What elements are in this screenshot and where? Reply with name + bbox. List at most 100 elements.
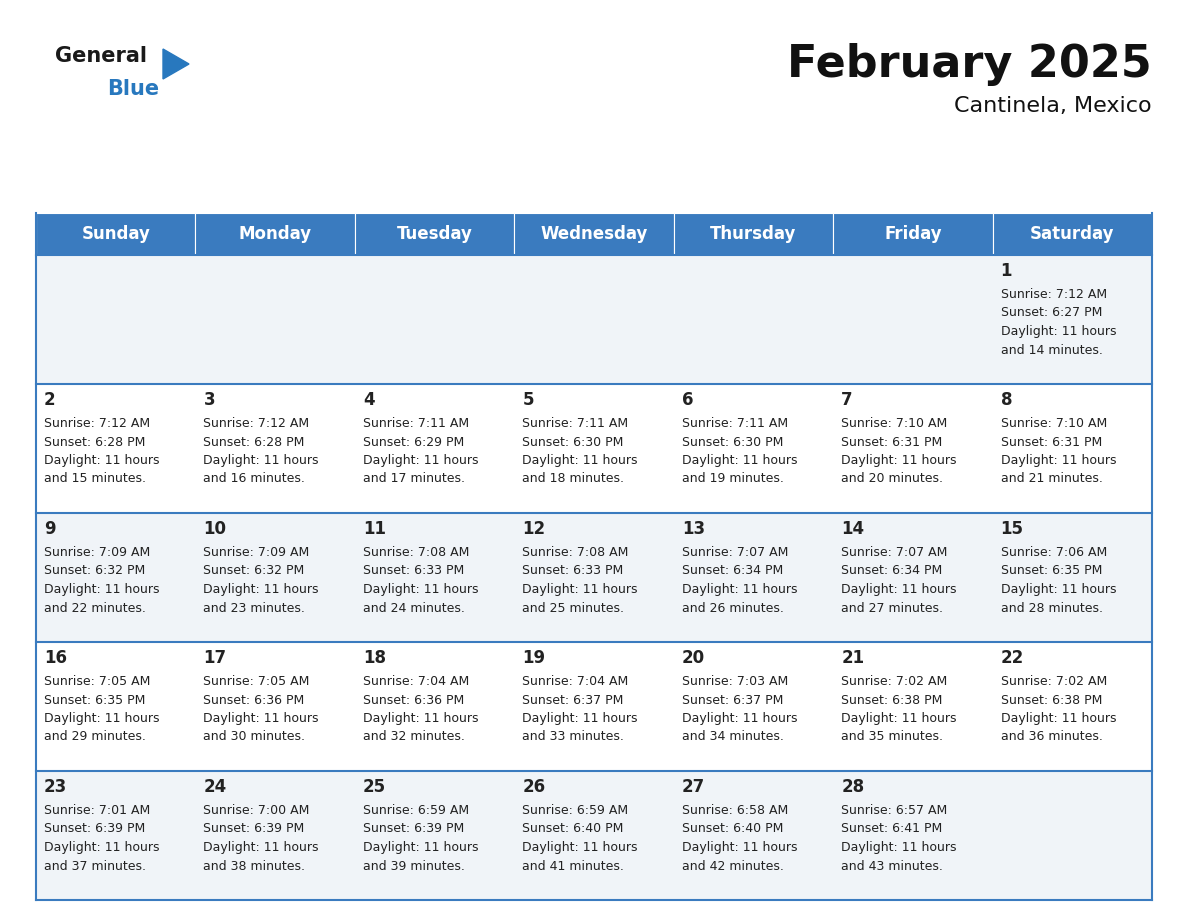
Text: Sunrise: 6:59 AM: Sunrise: 6:59 AM [523,804,628,817]
Text: and 33 minutes.: and 33 minutes. [523,731,624,744]
Text: and 36 minutes.: and 36 minutes. [1000,731,1102,744]
Text: Sunset: 6:32 PM: Sunset: 6:32 PM [203,565,304,577]
Text: Sunrise: 7:07 AM: Sunrise: 7:07 AM [682,546,788,559]
Bar [514,384,674,513]
Text: 3: 3 [203,391,215,409]
Text: Sunday: Sunday [81,225,150,243]
Text: General: General [55,46,147,66]
Text: 12: 12 [523,520,545,538]
Text: Sunset: 6:41 PM: Sunset: 6:41 PM [841,823,942,835]
Text: and 14 minutes.: and 14 minutes. [1000,343,1102,356]
Text: Daylight: 11 hours: Daylight: 11 hours [203,583,318,596]
Bar [833,255,992,384]
Text: and 39 minutes.: and 39 minutes. [362,859,465,872]
Text: Sunset: 6:37 PM: Sunset: 6:37 PM [682,693,783,707]
Text: Daylight: 11 hours: Daylight: 11 hours [362,583,479,596]
Text: Daylight: 11 hours: Daylight: 11 hours [1000,454,1116,467]
Text: 15: 15 [1000,520,1024,538]
Text: and 43 minutes.: and 43 minutes. [841,859,943,872]
Bar [674,213,833,255]
Text: and 30 minutes.: and 30 minutes. [203,731,305,744]
Text: Sunrise: 7:03 AM: Sunrise: 7:03 AM [682,675,788,688]
Bar [196,255,355,384]
Bar [674,642,833,771]
Bar [36,642,196,771]
Text: Sunset: 6:35 PM: Sunset: 6:35 PM [1000,565,1102,577]
Text: Friday: Friday [884,225,942,243]
Bar [196,213,355,255]
Text: Daylight: 11 hours: Daylight: 11 hours [44,841,159,854]
Text: 13: 13 [682,520,704,538]
Text: and 21 minutes.: and 21 minutes. [1000,473,1102,486]
Bar [196,642,355,771]
Text: and 38 minutes.: and 38 minutes. [203,859,305,872]
Text: Sunrise: 7:05 AM: Sunrise: 7:05 AM [44,675,151,688]
Bar [992,384,1152,513]
Text: Daylight: 11 hours: Daylight: 11 hours [362,454,479,467]
Text: Sunset: 6:32 PM: Sunset: 6:32 PM [44,565,145,577]
Text: Sunset: 6:31 PM: Sunset: 6:31 PM [841,435,942,449]
Bar [833,513,992,642]
Text: and 32 minutes.: and 32 minutes. [362,731,465,744]
Text: Daylight: 11 hours: Daylight: 11 hours [1000,712,1116,725]
Text: Sunset: 6:40 PM: Sunset: 6:40 PM [682,823,783,835]
Text: Sunrise: 7:10 AM: Sunrise: 7:10 AM [841,417,947,430]
Text: and 19 minutes.: and 19 minutes. [682,473,784,486]
Bar [514,771,674,900]
Text: 7: 7 [841,391,853,409]
Text: 18: 18 [362,649,386,667]
Text: 2: 2 [44,391,56,409]
Bar [992,213,1152,255]
Text: Sunset: 6:28 PM: Sunset: 6:28 PM [44,435,145,449]
Text: 23: 23 [44,778,68,796]
Text: Sunrise: 7:12 AM: Sunrise: 7:12 AM [44,417,150,430]
Text: 20: 20 [682,649,704,667]
Bar [36,771,196,900]
Bar [674,771,833,900]
Text: Daylight: 11 hours: Daylight: 11 hours [841,712,956,725]
Bar [196,771,355,900]
Bar [36,255,196,384]
Text: Sunrise: 7:09 AM: Sunrise: 7:09 AM [203,546,310,559]
Bar [355,384,514,513]
Bar [355,642,514,771]
Text: Sunrise: 7:12 AM: Sunrise: 7:12 AM [203,417,310,430]
Text: Daylight: 11 hours: Daylight: 11 hours [1000,583,1116,596]
Text: Sunrise: 7:12 AM: Sunrise: 7:12 AM [1000,288,1107,301]
Bar [514,255,674,384]
Text: and 37 minutes.: and 37 minutes. [44,859,146,872]
Text: Blue: Blue [107,79,159,99]
Text: Sunrise: 7:11 AM: Sunrise: 7:11 AM [523,417,628,430]
Text: Daylight: 11 hours: Daylight: 11 hours [682,841,797,854]
Text: Daylight: 11 hours: Daylight: 11 hours [203,841,318,854]
Text: Sunset: 6:33 PM: Sunset: 6:33 PM [362,565,465,577]
Bar [196,513,355,642]
Text: Sunrise: 7:07 AM: Sunrise: 7:07 AM [841,546,948,559]
Text: and 18 minutes.: and 18 minutes. [523,473,624,486]
Text: Wednesday: Wednesday [541,225,647,243]
Text: Daylight: 11 hours: Daylight: 11 hours [1000,325,1116,338]
Text: February 2025: February 2025 [788,43,1152,86]
Text: Daylight: 11 hours: Daylight: 11 hours [44,454,159,467]
Text: Daylight: 11 hours: Daylight: 11 hours [362,712,479,725]
Text: Sunset: 6:33 PM: Sunset: 6:33 PM [523,565,624,577]
Bar [992,255,1152,384]
Text: Daylight: 11 hours: Daylight: 11 hours [523,454,638,467]
Bar [36,513,196,642]
Text: 1: 1 [1000,262,1012,280]
Text: Sunset: 6:39 PM: Sunset: 6:39 PM [44,823,145,835]
Text: Daylight: 11 hours: Daylight: 11 hours [682,454,797,467]
Text: Sunset: 6:30 PM: Sunset: 6:30 PM [682,435,783,449]
Text: and 15 minutes.: and 15 minutes. [44,473,146,486]
Text: Daylight: 11 hours: Daylight: 11 hours [203,712,318,725]
Bar [674,255,833,384]
Text: and 35 minutes.: and 35 minutes. [841,731,943,744]
Text: and 26 minutes.: and 26 minutes. [682,601,784,614]
Text: Sunset: 6:36 PM: Sunset: 6:36 PM [203,693,304,707]
Text: 9: 9 [44,520,56,538]
Text: Sunset: 6:40 PM: Sunset: 6:40 PM [523,823,624,835]
Text: Sunset: 6:36 PM: Sunset: 6:36 PM [362,693,465,707]
Text: Sunrise: 7:05 AM: Sunrise: 7:05 AM [203,675,310,688]
Bar [833,213,992,255]
Text: Cantinela, Mexico: Cantinela, Mexico [954,96,1152,116]
